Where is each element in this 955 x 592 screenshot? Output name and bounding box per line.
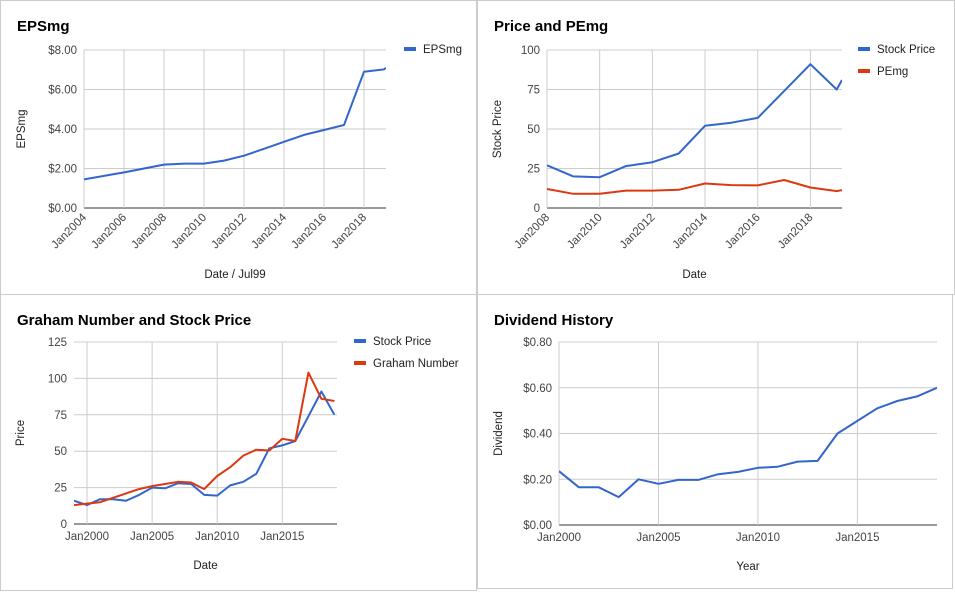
y-tick-label: $8.00 [48,45,77,57]
dividend-chart: Dividend History $0.00 $0.20 $0.40 $0.60 $0.8… [493,312,937,573]
legend-swatch [354,361,366,365]
y-tick-label: $2.00 [48,164,77,176]
x-tick-label: Jan2018 [329,212,369,252]
x-tick-label: Jan2000 [537,532,581,544]
x-tick-label: Jan2006 [89,212,129,252]
legend-label: Graham Number [373,358,459,370]
legend-swatch [404,47,416,51]
y-axis-label: Dividend [493,411,505,456]
x-tick-label: Jan2015 [260,531,304,543]
series-line-stock-price [547,63,842,179]
x-tick-label: Jan2014 [670,211,710,251]
y-tick-label: 125 [48,337,67,349]
x-axis-label: Date [682,269,706,281]
x-tick-label: Jan2005 [636,532,680,544]
chart-title: Dividend History [494,312,614,329]
x-tick-label: Jan2005 [130,531,174,543]
y-tick-label: 25 [527,164,540,176]
legend-label: Stock Price [877,44,935,56]
chart-title: Graham Number and Stock Price [17,312,251,329]
y-tick-label: $4.00 [48,124,77,136]
y-tick-label: $0.80 [523,337,552,349]
x-tick-label: Jan2010 [169,212,209,252]
x-tick-label: Jan2012 [209,212,249,252]
y-axis-label: EPSmg [16,110,28,149]
series-line-dividend [559,386,937,499]
y-tick-label: $0.40 [523,429,552,441]
x-axis-label: Date / Jul99 [204,269,265,281]
x-tick-label: Jan2010 [736,532,780,544]
legend-label: PEmg [877,66,908,78]
x-tick-label: Jan2018 [776,212,816,252]
x-tick-label: Jan2015 [835,532,879,544]
x-tick-label: Jan2008 [512,212,552,252]
series-line-pemg [547,179,842,195]
y-tick-label: $0.00 [48,203,77,215]
y-tick-label: 100 [521,45,540,57]
y-tick-label: $0.20 [523,474,552,486]
legend-label: EPSmg [423,44,462,56]
y-tick-label: 75 [54,410,67,422]
series-line-epsmg [84,67,386,181]
x-axis-label: Year [736,561,759,573]
y-tick-label: $0.00 [523,520,552,532]
dividend-chart-panel: Dividend History $0.00 $0.20 $0.40 $0.60 $0.8… [477,294,953,589]
x-tick-label: Jan2012 [618,212,658,252]
price-pe-chart-panel: Price and PEmg 0 25 50 75 100 Jan2008 Jan2010 Ja… [477,0,955,295]
x-tick-label: Jan2010 [195,531,239,543]
y-axis-label: Stock Price [492,100,504,158]
x-tick-label: Jan2000 [65,531,109,543]
chart-title: Price and PEmg [494,18,608,35]
x-tick-label: Jan2010 [565,212,605,252]
graham-chart: Graham Number and Stock Price 0 25 50 75 100 1… [15,312,459,572]
price-pe-chart: Price and PEmg 0 25 50 75 100 Jan2008 Jan2010 Ja… [492,18,935,281]
graham-chart-panel: Graham Number and Stock Price 0 25 50 75 100 1… [0,294,477,591]
x-tick-label: Jan2004 [49,211,89,251]
legend-swatch [858,47,870,51]
x-axis-label: Date [193,560,217,572]
y-tick-label: 50 [527,124,540,136]
y-tick-label: $6.00 [48,85,77,97]
y-tick-label: 0 [534,203,540,215]
x-tick-label: Jan2016 [723,212,763,252]
series-line-stock-price [74,390,336,507]
chart-title: EPSmg [17,18,70,35]
y-tick-label: 100 [48,373,67,385]
y-tick-label: $0.60 [523,383,552,395]
legend-swatch [354,339,366,343]
y-tick-label: 75 [527,85,540,97]
x-tick-label: Jan2016 [289,212,329,252]
y-tick-label: 0 [61,519,67,531]
y-axis-label: Price [15,420,27,446]
series-line-graham-number [74,371,335,507]
legend-swatch [858,69,870,73]
y-tick-label: 25 [54,483,67,495]
x-tick-label: Jan2008 [129,212,169,252]
eps-chart-panel: EPSmg $0.00 $2.00 $4.00 $6.00 $8.00 Jan2004 Jan… [0,0,477,295]
x-tick-label: Jan2014 [249,211,289,251]
legend-label: Stock Price [373,336,431,348]
y-tick-label: 50 [54,446,67,458]
